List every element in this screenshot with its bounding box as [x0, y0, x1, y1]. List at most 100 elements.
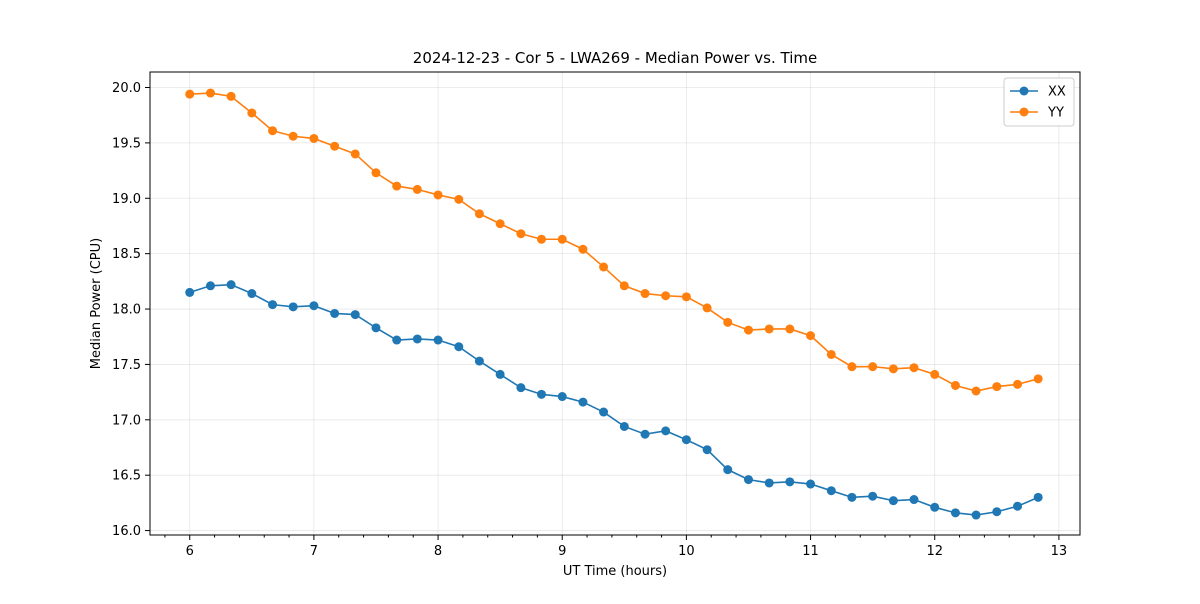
- data-point-yy: [950, 380, 960, 390]
- data-point-xx: [516, 383, 526, 393]
- data-point-xx: [764, 478, 774, 488]
- data-point-xx: [412, 334, 422, 344]
- data-point-xx: [330, 308, 340, 318]
- y-tick-label: 17.0: [112, 413, 141, 428]
- x-tick-label: 7: [310, 544, 318, 559]
- data-point-xx: [247, 289, 257, 299]
- data-point-xx: [536, 389, 546, 399]
- x-tick-label: 13: [1051, 544, 1068, 559]
- data-point-yy: [454, 194, 464, 204]
- data-point-yy: [516, 229, 526, 239]
- data-point-yy: [433, 190, 443, 200]
- data-point-xx: [205, 281, 215, 291]
- legend-marker-xx: [1019, 86, 1029, 96]
- data-point-yy: [743, 325, 753, 335]
- data-point-xx: [681, 435, 691, 445]
- y-tick-label: 20.0: [112, 81, 141, 96]
- data-point-xx: [433, 335, 443, 345]
- data-point-yy: [309, 133, 319, 143]
- data-point-xx: [950, 508, 960, 518]
- x-axis-label: UT Time (hours): [563, 564, 667, 579]
- data-point-xx: [806, 479, 816, 489]
- legend-marker-yy: [1019, 107, 1029, 117]
- data-point-yy: [330, 141, 340, 151]
- plot-frame: [149, 71, 1081, 536]
- y-tick-label: 17.5: [112, 358, 141, 373]
- data-point-yy: [1013, 379, 1023, 389]
- data-point-xx: [909, 495, 919, 505]
- data-point-xx: [702, 445, 712, 455]
- data-point-yy: [412, 184, 422, 194]
- data-point-xx: [1033, 492, 1043, 502]
- data-point-xx: [288, 302, 298, 312]
- data-point-xx: [1013, 501, 1023, 511]
- data-point-xx: [661, 426, 671, 436]
- data-point-xx: [868, 491, 878, 501]
- data-point-yy: [350, 149, 360, 159]
- data-point-xx: [268, 300, 278, 310]
- data-point-yy: [495, 219, 505, 229]
- y-tick-label: 19.0: [112, 192, 141, 207]
- data-point-yy: [205, 88, 215, 98]
- y-tick-label: 19.5: [112, 136, 141, 151]
- x-tick-label: 11: [802, 544, 819, 559]
- data-point-xx: [578, 397, 588, 407]
- data-point-yy: [930, 369, 940, 379]
- data-point-yy: [785, 324, 795, 334]
- data-point-yy: [371, 168, 381, 178]
- data-point-xx: [826, 486, 836, 496]
- data-point-yy: [185, 89, 195, 99]
- series-xx: [185, 280, 1043, 520]
- y-axis-label: Median Power (CPU): [89, 238, 104, 369]
- data-point-xx: [847, 492, 857, 502]
- data-point-yy: [661, 291, 671, 301]
- series-layer: [185, 88, 1043, 520]
- y-tick-label: 18.5: [112, 247, 141, 262]
- data-point-xx: [743, 475, 753, 485]
- data-point-yy: [888, 364, 898, 374]
- data-point-xx: [992, 507, 1002, 517]
- data-point-yy: [702, 303, 712, 313]
- data-point-yy: [268, 126, 278, 136]
- data-point-yy: [1033, 374, 1043, 384]
- legend-label-xx: XX: [1048, 85, 1066, 100]
- data-point-xx: [474, 356, 484, 366]
- data-point-yy: [640, 289, 650, 299]
- x-tick-label: 12: [926, 544, 943, 559]
- data-point-xx: [930, 502, 940, 512]
- data-point-yy: [681, 292, 691, 302]
- data-point-yy: [971, 386, 981, 396]
- data-point-xx: [619, 421, 629, 431]
- data-point-xx: [392, 335, 402, 345]
- data-point-yy: [847, 362, 857, 372]
- data-point-xx: [371, 323, 381, 333]
- data-point-xx: [723, 465, 733, 475]
- data-point-yy: [992, 382, 1002, 392]
- data-point-yy: [288, 131, 298, 141]
- data-point-yy: [392, 181, 402, 191]
- data-point-yy: [557, 234, 567, 244]
- x-tick-label: 9: [558, 544, 566, 559]
- data-point-xx: [640, 429, 650, 439]
- data-point-xx: [599, 407, 609, 417]
- x-tick-label: 6: [186, 544, 194, 559]
- data-point-yy: [868, 362, 878, 372]
- chart-title: 2024-12-23 - Cor 5 - LWA269 - Median Pow…: [413, 49, 817, 67]
- data-point-yy: [826, 349, 836, 359]
- data-point-xx: [495, 369, 505, 379]
- data-point-yy: [599, 262, 609, 272]
- legend: XX YY: [1003, 77, 1075, 127]
- data-point-xx: [971, 510, 981, 520]
- data-point-yy: [226, 91, 236, 101]
- data-point-yy: [536, 234, 546, 244]
- data-point-yy: [723, 317, 733, 327]
- data-point-yy: [578, 244, 588, 254]
- data-point-xx: [309, 301, 319, 311]
- x-tick-label: 10: [678, 544, 695, 559]
- data-point-xx: [785, 477, 795, 487]
- y-tick-label: 18.0: [112, 303, 141, 318]
- data-point-yy: [764, 324, 774, 334]
